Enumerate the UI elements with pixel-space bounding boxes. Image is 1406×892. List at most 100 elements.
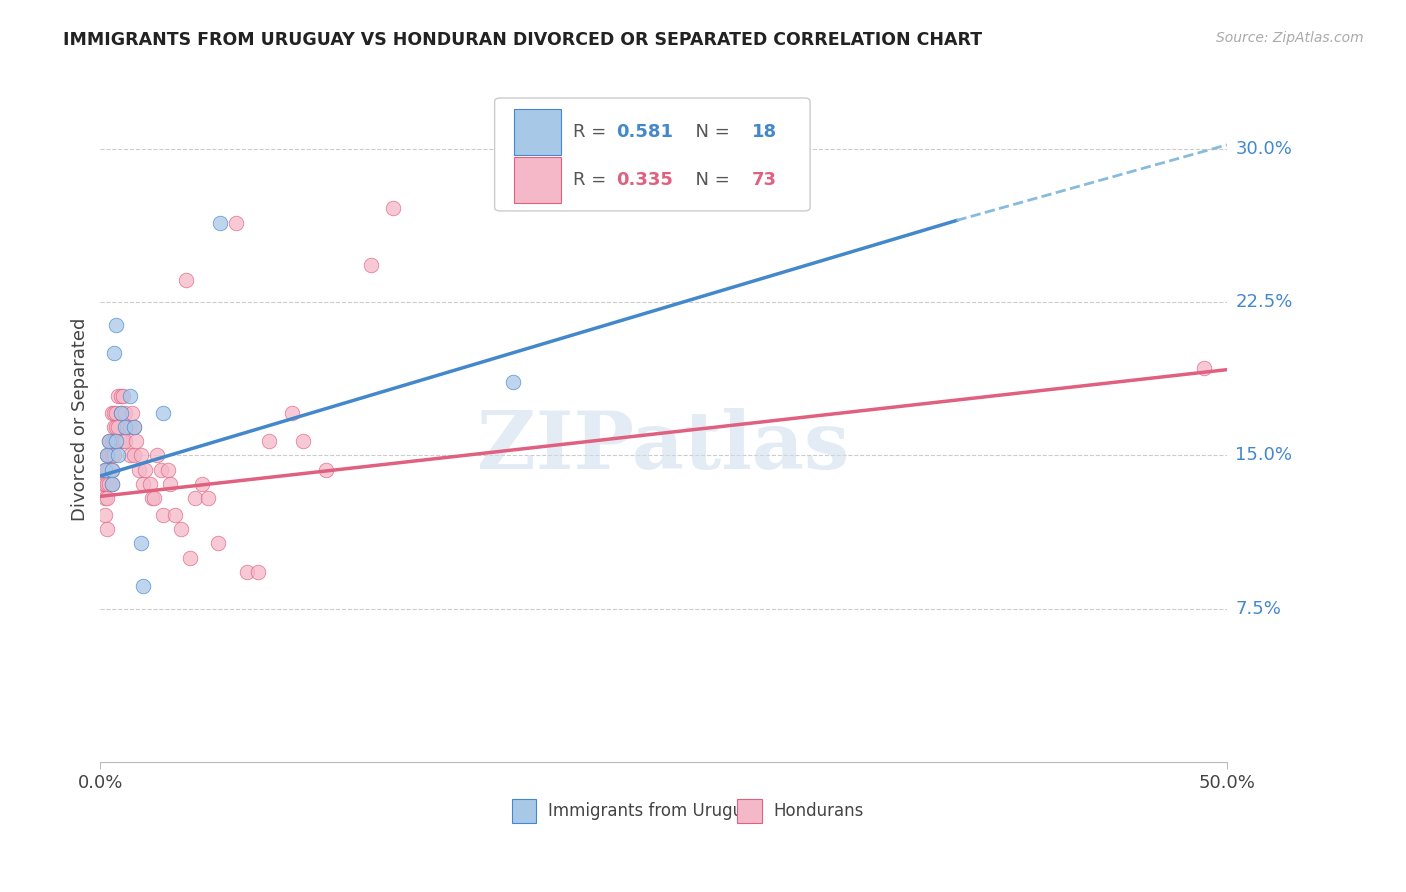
Text: ZIPatlas: ZIPatlas [478, 409, 849, 486]
Point [129, 536, 152, 550]
Point [111, 389, 134, 403]
Point [132, 579, 155, 593]
Point [105, 434, 128, 449]
Point [103, 449, 125, 463]
Point [111, 434, 134, 449]
Point [134, 463, 156, 477]
Text: Source: ZipAtlas.com: Source: ZipAtlas.com [1216, 31, 1364, 45]
Point [94, 463, 117, 477]
Point [259, 434, 281, 449]
Point [110, 406, 132, 420]
Point [738, 142, 761, 156]
Bar [513, 157, 561, 203]
Point [107, 389, 129, 403]
Point [247, 565, 270, 579]
Text: 30.0%: 30.0% [1236, 140, 1292, 158]
Point [315, 463, 337, 477]
Point [98, 477, 121, 491]
Text: R =: R = [574, 171, 613, 189]
Point [125, 434, 148, 449]
Bar [512, 799, 536, 823]
Point [94, 491, 117, 506]
Point [118, 449, 141, 463]
Point [94, 508, 117, 522]
Point [105, 406, 128, 420]
Point [107, 449, 129, 463]
Point [143, 491, 166, 506]
Point [98, 434, 121, 449]
Point [96, 449, 118, 463]
Point [382, 201, 405, 215]
Point [170, 522, 193, 536]
Point [139, 477, 162, 491]
Text: 73: 73 [751, 171, 776, 189]
Point [96, 463, 118, 477]
Point [179, 550, 201, 565]
Point [114, 420, 136, 434]
Text: N =: N = [683, 171, 735, 189]
Point [122, 420, 145, 434]
Point [100, 449, 122, 463]
Point [105, 318, 128, 332]
Point [141, 491, 163, 506]
Text: 18: 18 [751, 123, 776, 141]
Text: 0.335: 0.335 [616, 171, 673, 189]
Text: N =: N = [683, 123, 735, 141]
Point [132, 477, 155, 491]
Point [114, 406, 136, 420]
Text: IMMIGRANTS FROM URUGUAY VS HONDURAN DIVORCED OR SEPARATED CORRELATION CHART: IMMIGRANTS FROM URUGUAY VS HONDURAN DIVO… [63, 31, 983, 49]
Point [110, 406, 132, 420]
Point [114, 434, 136, 449]
Point [174, 273, 197, 287]
Point [225, 215, 247, 229]
Point [100, 477, 122, 491]
Point [100, 463, 122, 477]
Point [118, 389, 141, 403]
Point [94, 477, 117, 491]
Point [292, 434, 315, 449]
Point [128, 463, 150, 477]
Point [105, 420, 128, 434]
Point [96, 522, 118, 536]
Point [96, 491, 118, 506]
Point [118, 420, 141, 434]
Y-axis label: Divorced or Separated: Divorced or Separated [72, 318, 89, 522]
Bar [513, 109, 561, 155]
Point [502, 375, 524, 389]
Point [208, 215, 231, 229]
Text: Hondurans: Hondurans [773, 802, 863, 821]
Point [103, 346, 125, 360]
Text: 15.0%: 15.0% [1236, 447, 1292, 465]
Point [107, 420, 129, 434]
Point [94, 463, 117, 477]
Text: 7.5%: 7.5% [1236, 599, 1281, 618]
Point [236, 565, 259, 579]
Point [152, 406, 174, 420]
Point [105, 434, 128, 449]
Text: R =: R = [574, 123, 613, 141]
Point [98, 463, 121, 477]
Point [98, 434, 121, 449]
Point [150, 463, 173, 477]
Point [156, 463, 179, 477]
Point [122, 449, 145, 463]
Point [360, 259, 382, 273]
Text: 22.5%: 22.5% [1236, 293, 1292, 311]
Point [100, 406, 122, 420]
Point [100, 477, 122, 491]
Point [117, 420, 139, 434]
Point [163, 508, 186, 522]
Point [96, 449, 118, 463]
Point [91, 477, 114, 491]
FancyBboxPatch shape [495, 98, 810, 211]
Point [100, 434, 122, 449]
Point [159, 477, 181, 491]
Point [100, 463, 122, 477]
Point [281, 406, 304, 420]
Point [190, 477, 212, 491]
Bar [737, 799, 762, 823]
Point [145, 449, 167, 463]
Point [110, 434, 132, 449]
Point [110, 389, 132, 403]
Point [103, 406, 125, 420]
